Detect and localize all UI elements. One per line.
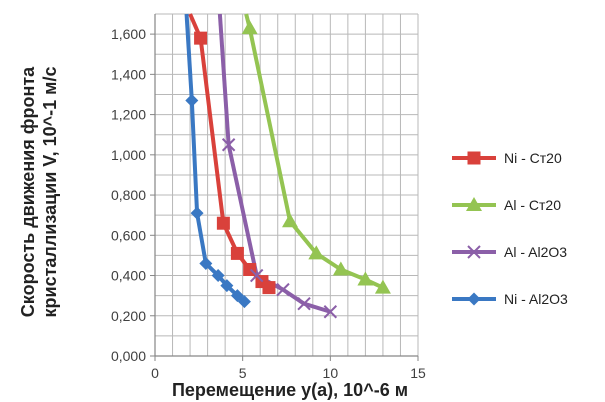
data-point-ni-20 bbox=[262, 281, 276, 295]
y-tick-label: 0,600 bbox=[111, 227, 146, 243]
tick-labels: 0,000 0,200 0,400 0,600 0,800 1,000 1,200 1,400… bbox=[111, 26, 426, 381]
series-line-extension-al-al2o3 bbox=[217, 13, 231, 145]
data-point-al-al2o3 bbox=[249, 268, 264, 283]
legend-label-ni-20: Ni - Ст20 bbox=[504, 150, 562, 166]
data-point-al-20 bbox=[374, 279, 391, 294]
data-point-al-al2o3 bbox=[221, 138, 236, 152]
series-markers bbox=[185, 20, 391, 319]
data-point-al-al2o3 bbox=[323, 305, 338, 319]
data-point-al-20 bbox=[357, 271, 374, 286]
data-point-al-al2o3 bbox=[297, 296, 311, 311]
data-point-ni-al2o3 bbox=[230, 289, 244, 303]
data-point-ni-al2o3 bbox=[220, 279, 234, 293]
data-point-ni-al2o3 bbox=[237, 295, 251, 309]
x-tick-label: 0 bbox=[151, 365, 159, 381]
x-tick-label: 10 bbox=[323, 365, 339, 381]
axes-layer bbox=[150, 14, 419, 361]
data-point-al-20 bbox=[332, 261, 349, 276]
legend-marker-ni-al2o3 bbox=[467, 292, 481, 306]
y-tick-label: 0,000 bbox=[111, 348, 146, 364]
x-tick-label: 15 bbox=[410, 365, 426, 381]
y-tick-label: 1,400 bbox=[111, 66, 146, 82]
y-axis-title-line1: Скорость движения фронта bbox=[18, 66, 38, 317]
data-point-ni-al2o3 bbox=[190, 206, 204, 220]
data-point-ni-al2o3 bbox=[199, 256, 213, 270]
y-tick-label: 1,200 bbox=[111, 107, 146, 123]
y-tick-label: 0,200 bbox=[111, 308, 146, 324]
legend: Ni - Ст20 Al - Ст20 Al - Al2O3 Ni - Al2O3 bbox=[452, 150, 568, 307]
legend-marker-ni-20 bbox=[467, 151, 481, 165]
legend-marker-al-al2o3 bbox=[467, 245, 481, 259]
data-point-ni-al2o3 bbox=[211, 269, 225, 283]
y-tick-label: 1,600 bbox=[111, 26, 146, 42]
y-axis-title: Скорость движения фронта кристаллизации … bbox=[18, 66, 60, 318]
data-point-ni-20 bbox=[230, 246, 244, 260]
data-point-ni-20 bbox=[216, 216, 230, 230]
data-point-ni-al2o3 bbox=[185, 94, 199, 108]
legend-label-al-al2o3: Al - Al2O3 bbox=[504, 244, 567, 260]
data-point-al-20 bbox=[241, 20, 258, 35]
data-point-ni-20 bbox=[194, 31, 208, 45]
x-axis-title: Перемещение y(a), 10^-6 м bbox=[172, 380, 408, 400]
series-lines bbox=[184, 13, 384, 314]
y-tick-label: 0,400 bbox=[111, 268, 146, 284]
y-axis-title-line2: кристаллизации V, 10^-1 м/с bbox=[40, 67, 60, 318]
legend-marker-al-20 bbox=[466, 197, 482, 211]
series-line-extension-ni-al2o3 bbox=[184, 13, 194, 101]
data-point-al-20 bbox=[282, 213, 299, 228]
legend-label-ni-al2o3: Ni - Al2O3 bbox=[504, 291, 568, 307]
data-point-al-al2o3 bbox=[276, 282, 290, 297]
data-point-al-20 bbox=[308, 245, 325, 260]
y-tick-label: 0,800 bbox=[111, 187, 146, 203]
legend-label-al-20: Al - Ст20 bbox=[504, 197, 561, 213]
x-tick-label: 5 bbox=[239, 365, 247, 381]
y-tick-label: 1,000 bbox=[111, 147, 146, 163]
